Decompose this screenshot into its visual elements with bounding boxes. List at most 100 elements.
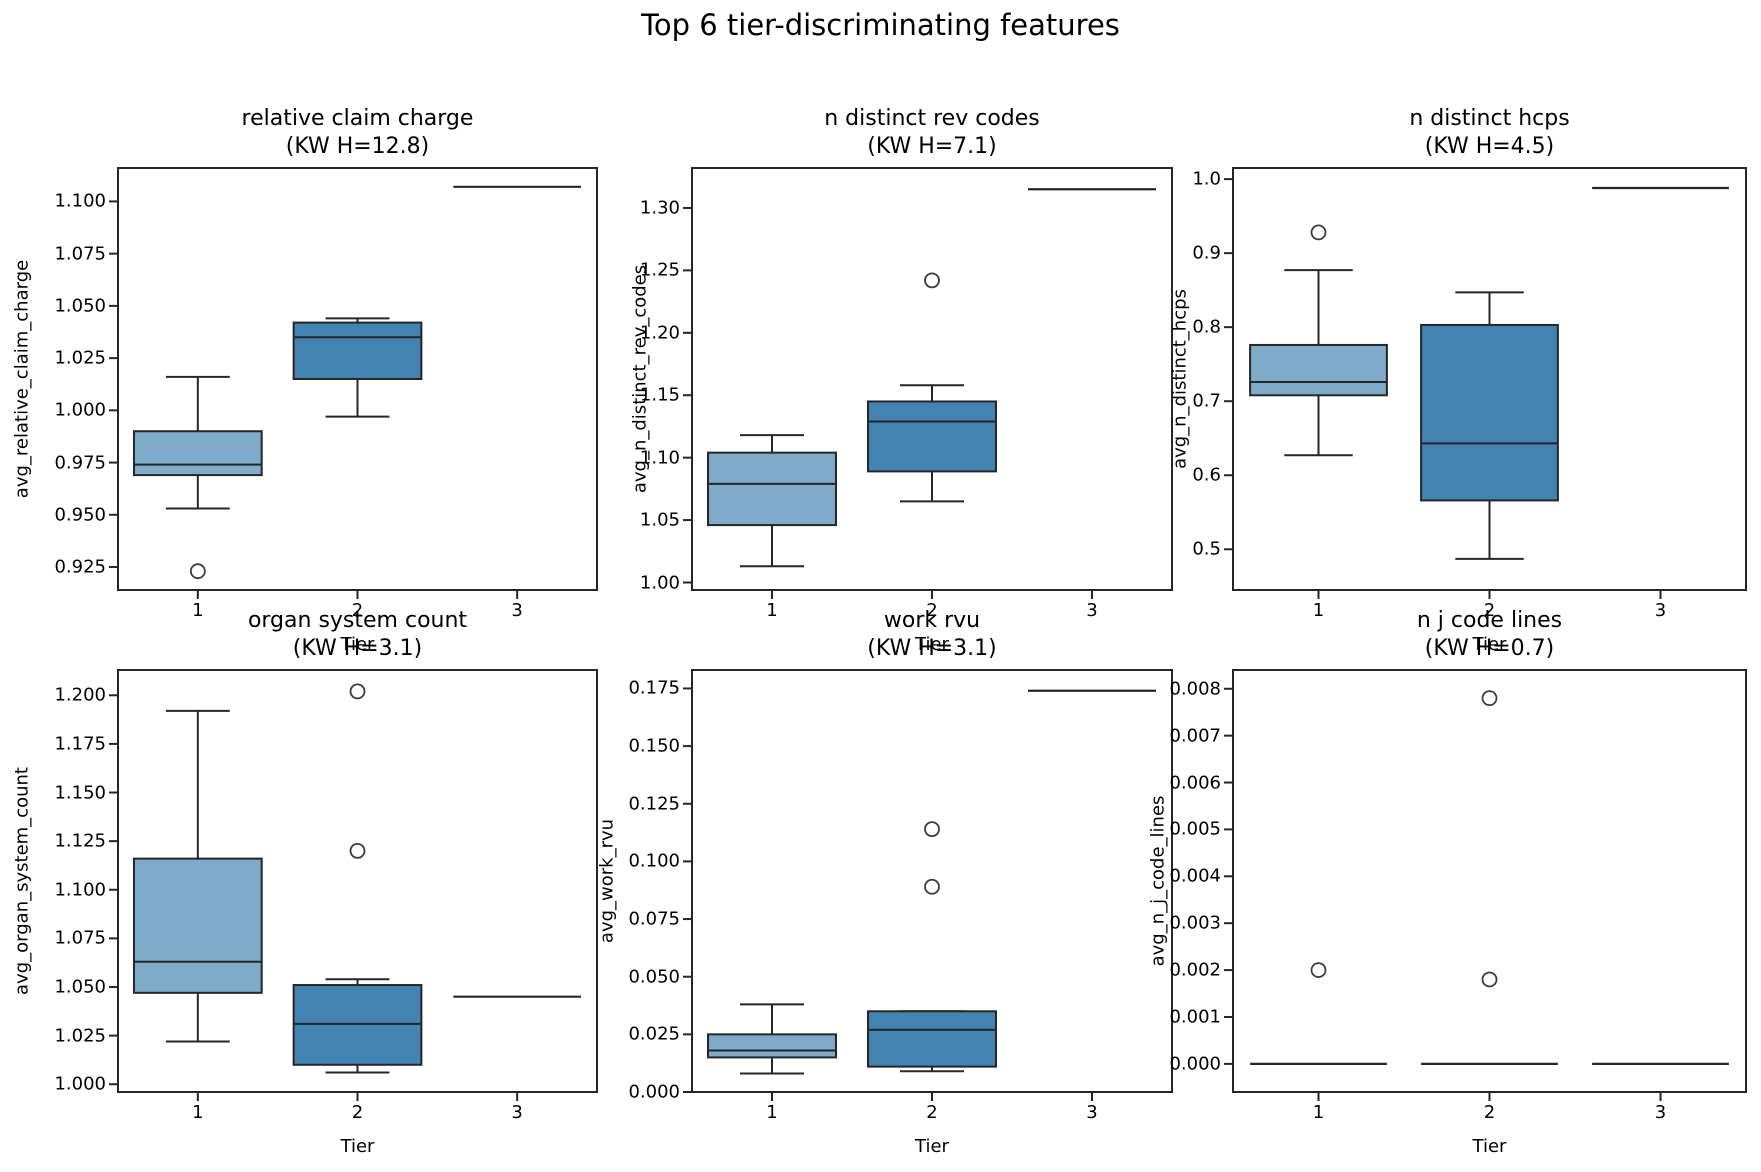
y-tick-label: 1.100	[54, 190, 106, 212]
y-tick-label: 0.003	[1169, 912, 1221, 934]
x-tick-label: 3	[511, 600, 523, 621]
x-tick-label: 1	[192, 600, 204, 621]
x-tick-label: 1	[766, 1102, 778, 1123]
x-axis-label-n-distinct-hcps: Tier	[1472, 634, 1507, 655]
y-tick-label: 0.001	[1169, 1006, 1221, 1028]
y-tick-label: 0.000	[628, 1081, 680, 1103]
y-tick-label: 1.15	[639, 384, 680, 406]
y-axis-label-n-distinct-hcps: avg_n_distinct_hcps	[1169, 289, 1191, 469]
x-tick-label: 3	[511, 1102, 523, 1123]
x-tick-label: 1	[1312, 1102, 1325, 1123]
y-axis-label-work-rvu: avg_work_rvu	[596, 818, 618, 944]
boxplot-box-tier-1	[132, 857, 263, 994]
y-axis-label-n-j-code-lines: avg_n_j_code_lines	[1147, 795, 1169, 967]
outlier-point	[924, 878, 940, 895]
x-tick-label: 2	[351, 600, 364, 621]
y-tick-label: 1.175	[54, 733, 106, 755]
y-tick-label: 1.30	[639, 197, 680, 219]
axes-frame-n-j-code-lines	[1232, 669, 1747, 1093]
y-tick-label: 1.100	[54, 879, 106, 901]
y-tick-label: 1.200	[54, 684, 106, 706]
y-tick-label: 0.002	[1169, 959, 1221, 981]
y-tick-label: 0.050	[628, 966, 680, 988]
boxplot-box-tier-1	[707, 451, 837, 527]
boxplot-box-tier-1	[132, 430, 263, 477]
y-tick-label: 0.000	[1169, 1053, 1221, 1075]
outlier-point	[1310, 224, 1327, 241]
x-axis-label-organ-system-count: Tier	[340, 1136, 375, 1157]
y-tick-label: 0.075	[628, 908, 680, 930]
y-tick-label: 1.050	[54, 976, 106, 998]
boxplot-box-tier-2	[867, 1010, 997, 1068]
outlier-point	[189, 563, 206, 580]
y-tick-label: 0.025	[628, 1023, 680, 1045]
y-tick-label: 1.050	[54, 295, 106, 317]
y-tick-label: 1.150	[54, 782, 106, 804]
y-tick-label: 1.25	[639, 259, 680, 281]
boxplot-box-tier-2	[1420, 323, 1559, 502]
y-tick-label: 1.075	[54, 243, 106, 265]
outlier-point	[1310, 962, 1327, 978]
y-tick-label: 0.5	[1192, 538, 1221, 560]
y-tick-label: 1.05	[639, 509, 680, 531]
y-tick-label: 0.6	[1192, 464, 1221, 486]
y-tick-label: 0.7	[1192, 390, 1221, 412]
y-axis-label-relative-claim-charge: avg_relative_claim_charge	[11, 259, 33, 499]
boxplot-box-tier-2	[867, 400, 997, 473]
outlier-point	[349, 683, 366, 700]
y-tick-label: 0.975	[54, 452, 106, 474]
x-tick-label: 1	[766, 600, 778, 621]
outlier-point	[349, 842, 366, 859]
x-tick-label: 1	[192, 1102, 204, 1123]
y-tick-label: 1.10	[639, 447, 680, 469]
axes-frame-n-distinct-rev-codes	[691, 167, 1173, 591]
y-tick-label: 0.005	[1169, 818, 1221, 840]
y-tick-label: 0.125	[628, 793, 680, 815]
y-tick-label: 1.000	[54, 1073, 106, 1095]
y-tick-label: 0.9	[1192, 242, 1221, 264]
x-tick-label: 3	[1654, 600, 1667, 621]
y-tick-label: 1.075	[54, 927, 106, 949]
x-tick-label: 2	[926, 600, 938, 621]
figure-title: Top 6 tier-discriminating features	[641, 8, 1120, 42]
boxplot-box-tier-1	[707, 1033, 837, 1059]
y-tick-label: 1.20	[639, 322, 680, 344]
y-tick-label: 0.004	[1169, 865, 1221, 887]
x-tick-label: 2	[926, 1102, 938, 1123]
y-tick-label: 0.006	[1169, 772, 1221, 794]
x-tick-label: 2	[351, 1102, 364, 1123]
outlier-point	[924, 821, 940, 838]
boxplot-box-tier-2	[292, 321, 423, 380]
x-tick-label: 2	[1483, 600, 1496, 621]
y-tick-label: 1.025	[54, 347, 106, 369]
y-axis-label-n-distinct-rev-codes: avg_n_distinct_rev_codes	[629, 264, 651, 494]
y-tick-label: 1.000	[54, 399, 106, 421]
boxplot-box-tier-1	[1249, 343, 1388, 397]
y-tick-label: 0.007	[1169, 725, 1221, 747]
y-tick-label: 1.025	[54, 1025, 106, 1047]
x-tick-label: 3	[1086, 1102, 1098, 1123]
y-tick-label: 0.8	[1192, 316, 1221, 338]
y-tick-label: 0.925	[54, 556, 106, 578]
outlier-point	[1481, 690, 1498, 707]
y-tick-label: 1.00	[639, 572, 680, 593]
y-tick-label: 0.950	[54, 504, 106, 526]
x-axis-label-work-rvu: Tier	[915, 1136, 949, 1157]
x-tick-label: 3	[1086, 600, 1098, 621]
y-axis-label-organ-system-count: avg_organ_system_count	[11, 767, 33, 995]
x-tick-label: 1	[1312, 600, 1325, 621]
outlier-point	[924, 272, 940, 289]
y-tick-label: 1.125	[54, 830, 106, 852]
outlier-point	[1481, 971, 1498, 988]
y-tick-label: 0.175	[628, 677, 680, 699]
y-tick-label: 1.0	[1192, 168, 1221, 190]
x-axis-label-n-j-code-lines: Tier	[1472, 1136, 1507, 1157]
x-axis-label-n-distinct-rev-codes: Tier	[915, 634, 949, 655]
y-tick-label: 0.100	[628, 850, 680, 872]
x-tick-label: 3	[1654, 1102, 1667, 1123]
y-tick-label: 0.008	[1169, 678, 1221, 700]
x-axis-label-relative-claim-charge: Tier	[340, 634, 375, 655]
y-tick-label: 0.150	[628, 735, 680, 757]
